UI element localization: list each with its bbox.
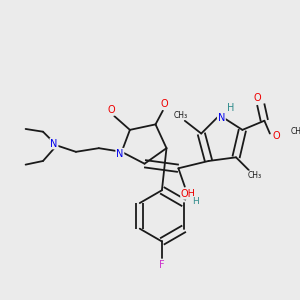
Text: O: O bbox=[272, 131, 280, 141]
Text: H: H bbox=[227, 103, 234, 113]
Text: CH₃: CH₃ bbox=[247, 171, 261, 180]
Text: N: N bbox=[218, 113, 225, 123]
Text: CH₃: CH₃ bbox=[174, 111, 188, 120]
Text: O: O bbox=[108, 105, 116, 115]
Text: H: H bbox=[192, 197, 199, 206]
Text: N: N bbox=[116, 149, 124, 159]
Text: O: O bbox=[161, 99, 169, 109]
Text: N: N bbox=[50, 139, 58, 148]
Text: F: F bbox=[159, 260, 165, 270]
Text: CH₃: CH₃ bbox=[290, 127, 300, 136]
Text: O: O bbox=[253, 93, 261, 103]
Text: OH: OH bbox=[181, 189, 196, 199]
